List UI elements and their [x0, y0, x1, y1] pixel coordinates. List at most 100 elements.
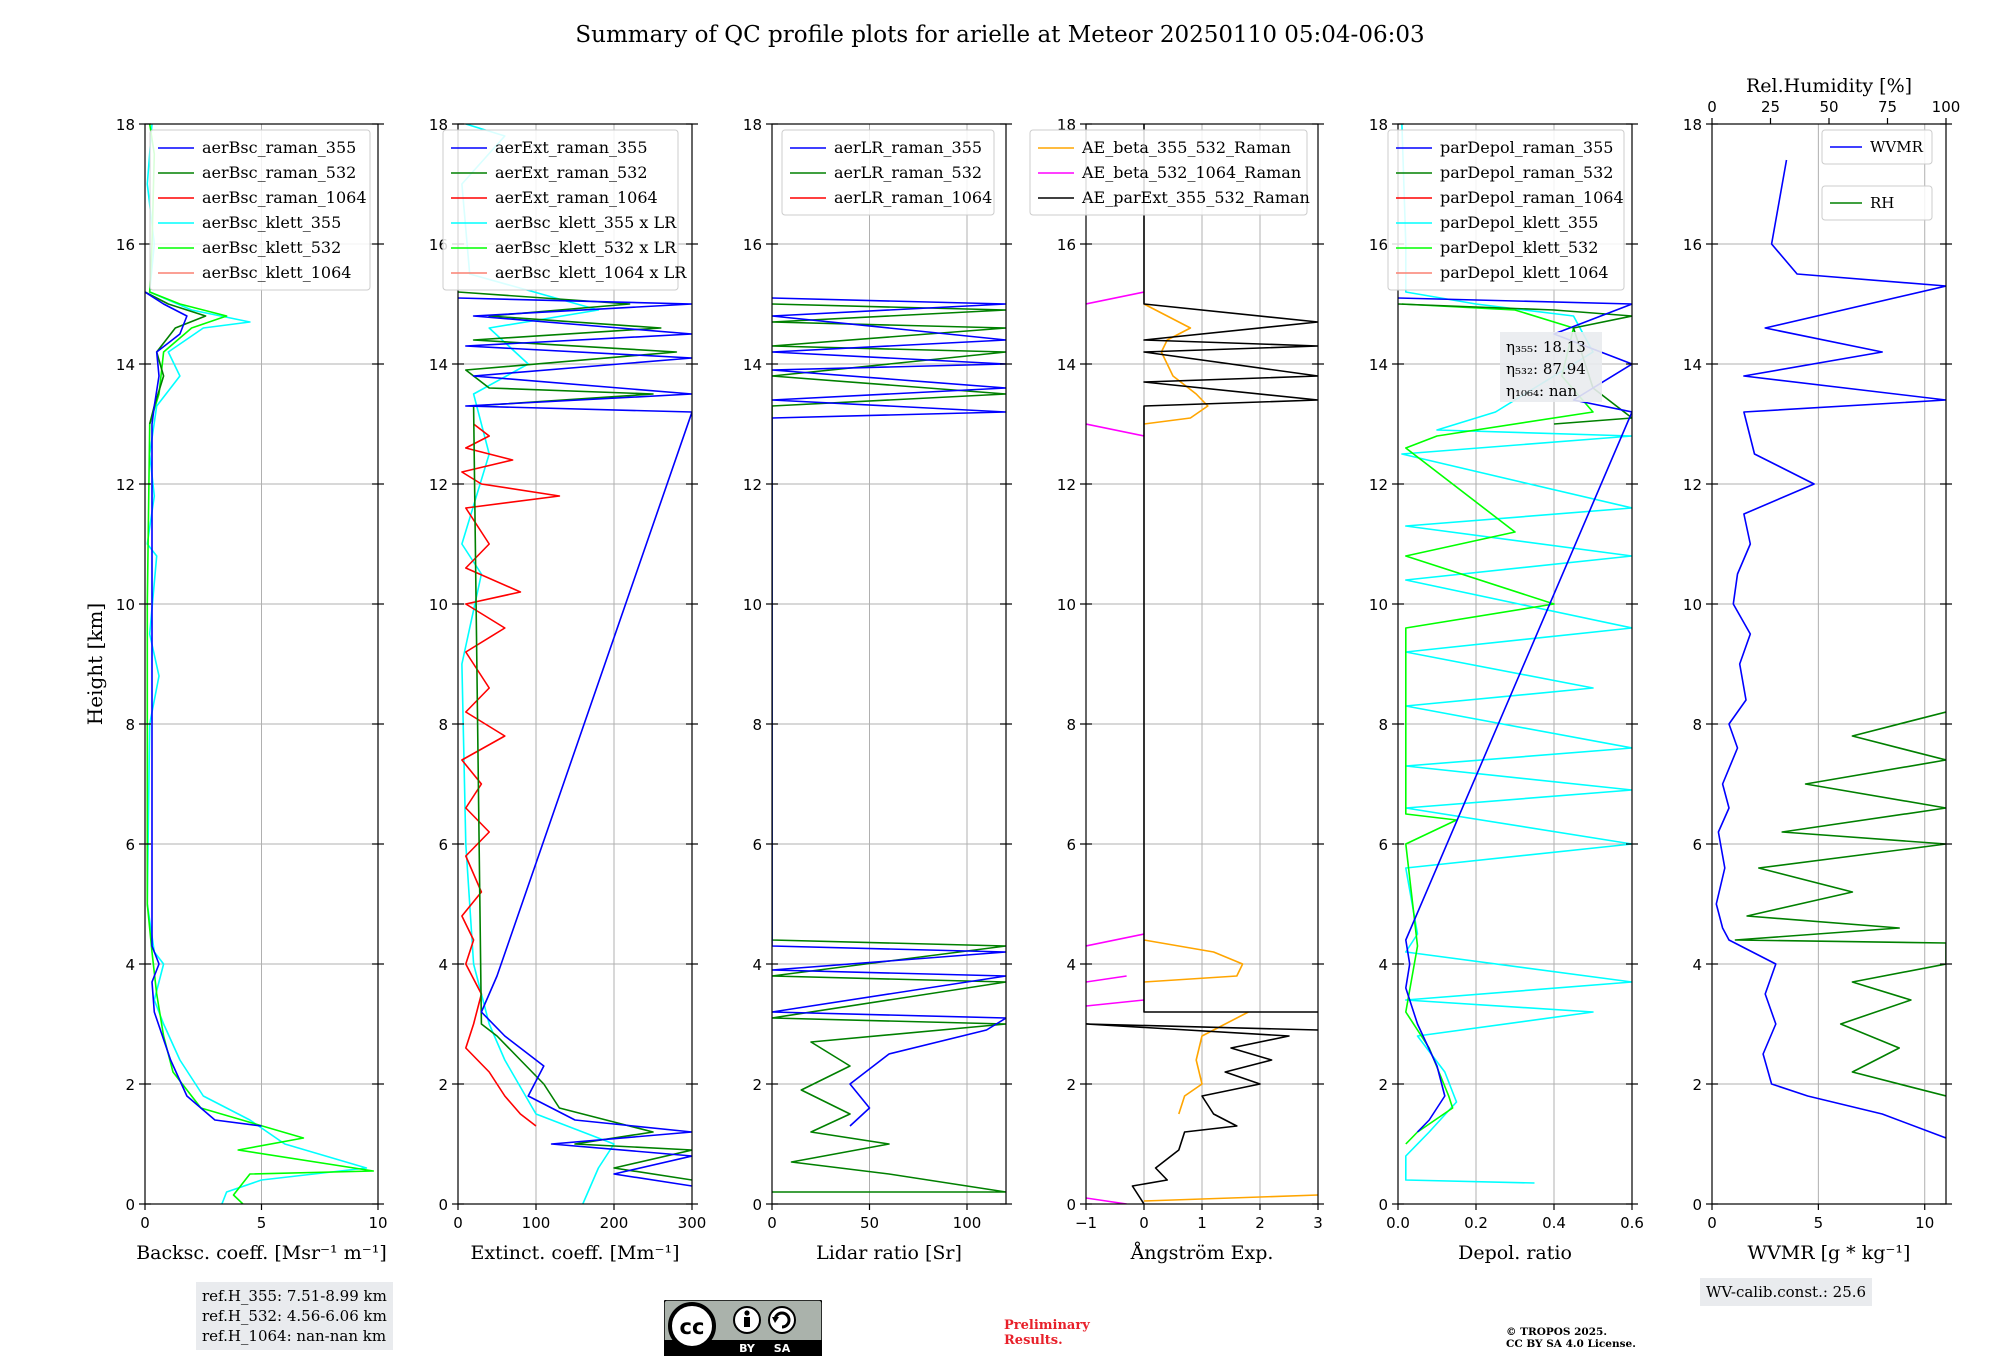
by-label: BY: [739, 1342, 756, 1355]
y-tick-label: 6: [752, 836, 762, 854]
x-tick-label: −1: [1075, 1214, 1097, 1232]
legend-label: AE_beta_532_1064_Raman: [1081, 163, 1301, 182]
series-line-aerExt_raman_355: [458, 297, 692, 1187]
x-tick-label: 10: [1915, 1214, 1934, 1232]
y-tick-label: 6: [1692, 836, 1702, 854]
y-tick-label: 2: [438, 1076, 448, 1094]
legend-label: aerLR_raman_1064: [834, 188, 992, 207]
x-tick-label: 200: [600, 1214, 629, 1232]
eta-annotation-line: η₁₀₆₄: nan: [1506, 382, 1577, 400]
y-tick-label: 2: [125, 1076, 135, 1094]
series-line-aerLR_raman_532: [772, 303, 1006, 1193]
series-line-AE_beta_532_1064_Raman: [1086, 933, 1145, 947]
axes-frame: [457, 123, 693, 1205]
legend-label: aerBsc_klett_355 x LR: [495, 213, 677, 232]
series-line-aerBsc_raman_355: [145, 291, 262, 1127]
y-tick-label: 12: [1683, 476, 1702, 494]
series-line-AE_beta_532_1064_Raman: [1086, 423, 1145, 437]
legend-label: aerBsc_klett_355: [202, 213, 341, 232]
y-tick-label: 12: [1369, 476, 1388, 494]
series-line-AE_parExt_355_532_Raman: [1086, 1023, 1318, 1204]
x-tick-label: 100: [953, 1214, 982, 1232]
y-tick-label: 12: [1057, 476, 1076, 494]
axes-frame: [1397, 123, 1633, 1205]
panel-depol: 0 2 4 6 8 10 12 14 16 18 0.0 0.2 0.4 0.6 Depol. ratio p…: [1369, 116, 1644, 1264]
legend-label: aerExt_raman_1064: [495, 188, 658, 207]
y-tick-label: 18: [429, 116, 448, 134]
y-tick-label: 4: [438, 956, 448, 974]
y-tick-label: 0: [125, 1196, 135, 1214]
x-tick-label: 0: [1707, 1214, 1717, 1232]
y-tick-label: 10: [743, 596, 762, 614]
y-tick-label: 0: [752, 1196, 762, 1214]
y-tick-label: 8: [438, 716, 448, 734]
legend-label: parDepol_raman_532: [1440, 163, 1613, 182]
y-axis-label: Height [km]: [83, 603, 107, 725]
legend-box: [149, 129, 371, 291]
legend-box: [1821, 185, 1933, 221]
legend-box: [1387, 129, 1625, 291]
cc-mark: cc: [680, 1315, 705, 1339]
legend-label: parDepol_klett_532: [1440, 238, 1598, 257]
y-tick-label: 2: [1378, 1076, 1388, 1094]
y-tick-label: 14: [429, 356, 448, 374]
y-tick-label: 8: [752, 716, 762, 734]
top-x-tick-label: 75: [1878, 98, 1897, 116]
y-tick-label: 18: [1369, 116, 1388, 134]
legend-label: aerBsc_klett_1064 x LR: [495, 263, 687, 282]
series-line-aerLR_raman_355: [772, 297, 1006, 1127]
x-axis-label: WVMR [g * kg⁻¹]: [1748, 1242, 1911, 1264]
legend-box: [781, 129, 995, 216]
legend-label: aerBsc_raman_532: [202, 163, 356, 182]
wv-calib-box: WV-calib.const.: 25.6: [1700, 1278, 1873, 1306]
top-x-axis-label: Rel.Humidity [%]: [1746, 75, 1912, 97]
legend-label: AE_beta_355_532_Raman: [1081, 138, 1291, 157]
legend-label: WVMR: [1870, 138, 1924, 156]
series-line-AE_beta_355_532_Raman: [1143, 939, 1244, 983]
y-tick-label: 14: [743, 356, 762, 374]
x-axis-label: Ångström Exp.: [1130, 1242, 1274, 1264]
y-tick-label: 0: [1066, 1196, 1076, 1214]
preliminary-note: Preliminary Results.: [1004, 1318, 1090, 1348]
y-tick-label: 16: [743, 236, 762, 254]
legend-label: aerBsc_klett_532 x LR: [495, 238, 677, 257]
y-tick-label: 2: [1692, 1076, 1702, 1094]
eta-annotation-line: η₃₅₅: 18.13: [1506, 338, 1586, 356]
legend-label: aerBsc_raman_1064: [202, 188, 367, 207]
sa-share-icon: [768, 1306, 796, 1334]
y-tick-label: 6: [1378, 836, 1388, 854]
plot-data: [458, 124, 692, 1204]
series-line-WVMR: [1715, 159, 1946, 1139]
series-line-aerBsc_klett_532: [146, 124, 375, 1204]
ref-height-1064: ref.H_1064: nan-nan km: [202, 1327, 387, 1345]
y-tick-label: 14: [1057, 356, 1076, 374]
y-tick-label: 8: [1066, 716, 1076, 734]
x-tick-label: 10: [368, 1214, 387, 1232]
legend-label: aerBsc_klett_532: [202, 238, 341, 257]
ref-height-355: ref.H_355: 7.51-8.99 km: [202, 1287, 387, 1305]
y-tick-label: 12: [743, 476, 762, 494]
legend-label: parDepol_raman_1064: [1440, 188, 1624, 207]
y-tick-label: 6: [125, 836, 135, 854]
x-tick-label: 0.4: [1542, 1214, 1566, 1232]
y-tick-label: 16: [1057, 236, 1076, 254]
sa-label: SA: [774, 1342, 791, 1355]
legend-label: AE_parExt_355_532_Raman: [1081, 188, 1310, 207]
y-tick-label: 0: [1378, 1196, 1388, 1214]
y-tick-label: 12: [429, 476, 448, 494]
top-x-tick-label: 25: [1761, 98, 1780, 116]
cc-circle-icon: [668, 1302, 716, 1350]
series-line-AE_beta_532_1064_Raman: [1086, 291, 1145, 305]
series-line-parDepol_raman_532: [1398, 303, 1632, 425]
legend-label: aerExt_raman_532: [495, 163, 648, 182]
series-line-AE_beta_532_1064_Raman: [1086, 999, 1145, 1007]
copyright-line-1: © TROPOS 2025.: [1506, 1326, 1608, 1338]
series-line-aerExt_raman_532: [458, 291, 692, 1181]
y-tick-label: 4: [125, 956, 135, 974]
copyright-line-2: CC BY SA 4.0 License.: [1506, 1338, 1636, 1350]
y-tick-label: 8: [1378, 716, 1388, 734]
x-tick-label: 5: [257, 1214, 267, 1232]
